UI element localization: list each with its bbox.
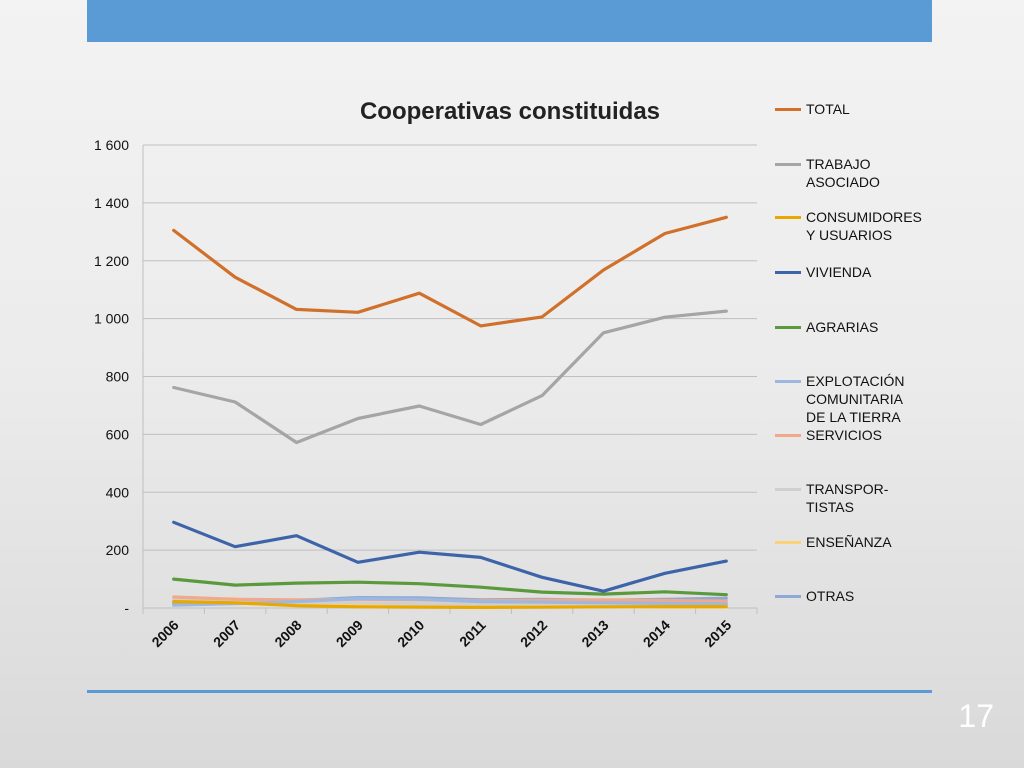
slide-number: 17 xyxy=(958,698,994,734)
chart-title: Cooperativas constituidas xyxy=(359,98,661,125)
legend-swatch xyxy=(775,163,801,166)
legend-swatch xyxy=(775,326,801,329)
legend-swatch xyxy=(775,488,801,491)
legend-label: OTRAS xyxy=(806,588,855,604)
series-line xyxy=(172,309,728,445)
y-tick-label: 1 000 xyxy=(94,311,129,327)
x-tick-label: 2011 xyxy=(456,617,489,650)
x-tick-label: 2008 xyxy=(271,617,304,650)
legend-swatch xyxy=(775,108,801,111)
bottom-divider xyxy=(87,690,932,693)
legend-label: AGRARIAS xyxy=(806,319,879,335)
legend-label: EXPLOTACIÓN COMUNITARIA DE LA TIERRA xyxy=(806,373,905,425)
legend-label: VIVIENDA xyxy=(806,264,872,280)
series-line xyxy=(172,520,728,593)
legend-swatch xyxy=(775,595,801,598)
legend-label: CONSUMIDORES Y USUARIOS xyxy=(806,209,922,243)
legend-swatch xyxy=(775,541,801,544)
legend-swatch xyxy=(775,271,801,274)
y-tick-label: - xyxy=(124,600,129,616)
legend-label: ENSEÑANZA xyxy=(806,534,892,550)
y-tick-label: 1 200 xyxy=(94,253,129,269)
chart-legend: TOTAL TRABAJO ASOCIADO CONSUMIDORES Y USUA… xyxy=(775,100,955,610)
y-tick-label: 200 xyxy=(106,542,130,558)
legend-swatch xyxy=(775,216,801,219)
legend-label: TOTAL xyxy=(806,101,850,117)
legend-label: TRANSPOR- TISTAS xyxy=(806,481,889,515)
series-line xyxy=(172,577,728,597)
y-tick-label: 800 xyxy=(106,369,130,385)
top-accent-bar xyxy=(87,0,932,42)
legend-swatch xyxy=(775,434,801,437)
x-tick-label: 2009 xyxy=(333,617,366,650)
y-tick-label: 600 xyxy=(106,426,130,442)
legend-swatch xyxy=(775,380,801,383)
y-tick-label: 1 600 xyxy=(94,137,129,153)
x-tick-label: 2010 xyxy=(394,617,427,650)
legend-label: TRABAJO ASOCIADO xyxy=(806,156,880,190)
y-tick-label: 400 xyxy=(106,484,130,500)
y-tick-label: 1 400 xyxy=(94,195,129,211)
x-tick-label: 2012 xyxy=(517,617,550,650)
series-line xyxy=(172,599,728,610)
x-tick-label: 2015 xyxy=(701,617,734,650)
series-line xyxy=(172,215,728,328)
x-tick-label: 2013 xyxy=(578,617,611,650)
x-tick-label: 2014 xyxy=(640,617,673,650)
legend-label: SERVICIOS xyxy=(806,427,882,443)
x-tick-label: 2006 xyxy=(148,617,181,650)
x-tick-label: 2007 xyxy=(210,617,243,650)
